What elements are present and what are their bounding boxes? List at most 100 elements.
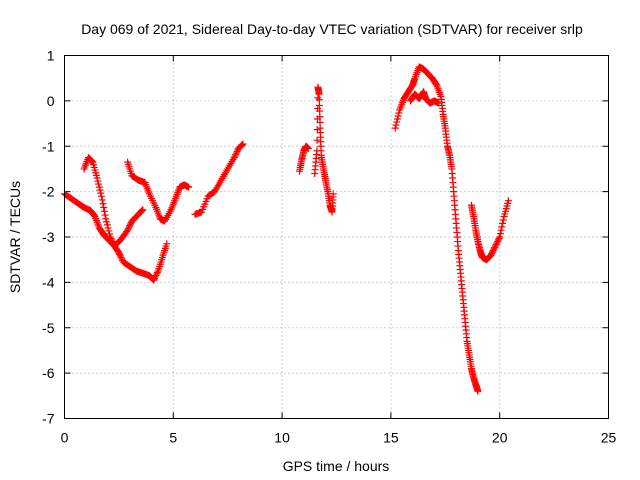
data-point (238, 141, 246, 149)
data-point (493, 239, 501, 247)
y-tick-label: 0 (47, 93, 55, 109)
y-tick-label: -2 (42, 184, 55, 200)
x-tick-label: 0 (61, 430, 69, 446)
data-point (474, 387, 482, 395)
data-point (232, 151, 240, 159)
data-point (185, 183, 193, 191)
data-point (116, 250, 124, 258)
data-point (494, 238, 502, 246)
data-point (97, 192, 105, 200)
data-point (497, 226, 505, 234)
data-point (392, 121, 400, 129)
data-point (94, 177, 102, 185)
data-point (153, 269, 161, 277)
data-point (105, 227, 113, 235)
data-point (95, 180, 103, 188)
data-point (231, 152, 239, 160)
data-point (163, 240, 171, 248)
data-point (391, 124, 399, 132)
x-tick-label: 5 (169, 430, 177, 446)
data-point (137, 207, 145, 215)
data-point (152, 272, 160, 280)
data-point (499, 219, 507, 227)
data-point (100, 204, 108, 212)
y-tick-label: -4 (42, 274, 55, 290)
data-point (118, 255, 126, 263)
y-tick-label: 1 (47, 48, 55, 64)
data-point (124, 225, 132, 233)
y-tick-label: -3 (42, 229, 55, 245)
data-points (61, 63, 512, 395)
data-point (488, 248, 496, 256)
data-point (230, 154, 238, 162)
data-point (393, 115, 401, 123)
data-point (395, 109, 403, 117)
data-point (103, 218, 111, 226)
data-point (116, 252, 124, 260)
data-point (233, 148, 241, 156)
data-point (239, 140, 247, 148)
data-point (492, 241, 500, 249)
data-point (96, 186, 104, 194)
data-point (504, 197, 512, 205)
data-point (97, 189, 105, 197)
data-point (139, 206, 147, 214)
data-point (103, 221, 111, 229)
data-point (489, 247, 497, 255)
y-tick-label: -5 (42, 320, 55, 336)
data-point (232, 149, 240, 157)
data-point (495, 235, 503, 243)
data-point (435, 99, 443, 107)
y-tick-labels: 1 0 -1 -2 -3 -4 -5 -6 -7 (42, 48, 55, 427)
data-point (393, 118, 401, 126)
data-point (117, 253, 125, 261)
data-point (394, 112, 402, 120)
data-point (151, 273, 159, 281)
data-point (87, 157, 95, 165)
y-axis-label: SDTVAR / TECUs (7, 181, 23, 293)
data-point (488, 250, 496, 258)
data-point (487, 251, 495, 259)
data-point (138, 207, 146, 215)
data-point (108, 238, 116, 246)
data-point (304, 145, 312, 153)
data-point (126, 222, 134, 230)
grid (64, 55, 609, 419)
data-point (491, 244, 499, 252)
data-point (496, 233, 504, 241)
x-tick-labels: 0 5 10 15 20 25 (61, 430, 617, 446)
data-point (88, 157, 96, 165)
x-tick-label: 20 (492, 430, 508, 446)
data-point (98, 196, 106, 204)
data-point (106, 233, 114, 241)
data-point (432, 80, 440, 88)
data-point (153, 270, 161, 278)
data-point (150, 275, 158, 283)
data-point (101, 211, 109, 219)
data-point (105, 230, 113, 238)
x-tick-label: 10 (274, 430, 290, 446)
data-point (93, 174, 101, 182)
data-point (115, 249, 123, 257)
data-point (102, 215, 110, 223)
data-point (237, 141, 245, 149)
data-point (95, 183, 103, 191)
data-point (498, 223, 506, 231)
data-point (99, 200, 107, 208)
chart-title: Day 069 of 2021, Sidereal Day-to-day VTE… (81, 21, 583, 37)
data-point (313, 136, 321, 144)
x-axis-label: GPS time / hours (283, 458, 390, 474)
data-point (499, 216, 507, 224)
data-point (107, 235, 115, 243)
y-tick-label: -7 (42, 411, 55, 427)
data-point (496, 230, 504, 238)
data-point (100, 207, 108, 215)
x-tick-label: 15 (383, 430, 399, 446)
x-tick-label: 25 (601, 430, 617, 446)
data-point (108, 236, 116, 244)
data-point (127, 220, 135, 228)
data-point (494, 236, 502, 244)
y-tick-label: -1 (42, 138, 55, 154)
data-point (150, 276, 158, 284)
y-tick-label: -6 (42, 365, 55, 381)
